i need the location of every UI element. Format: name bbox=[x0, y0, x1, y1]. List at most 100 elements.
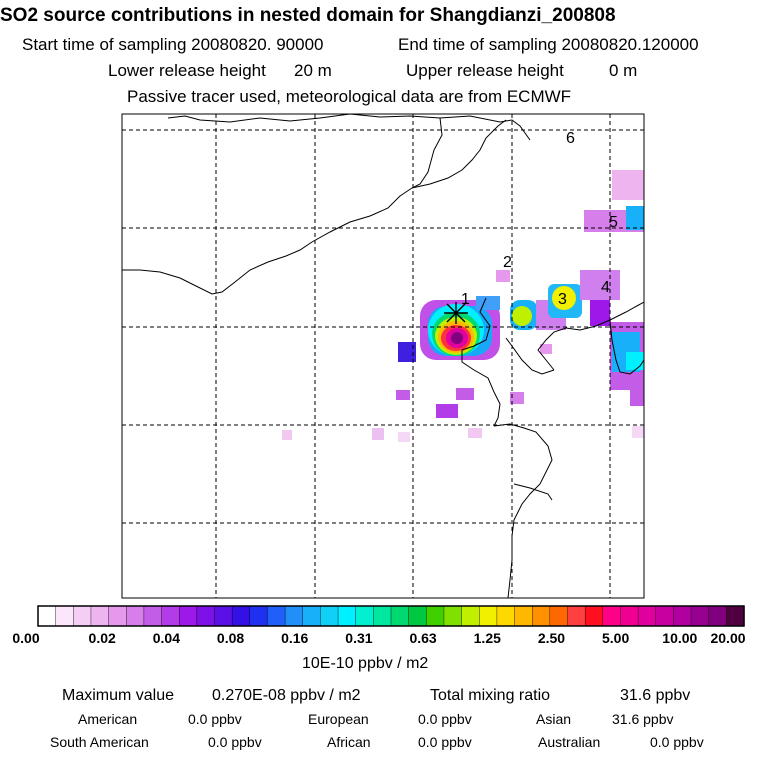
plume-cell bbox=[590, 300, 610, 326]
colorbar-cell bbox=[655, 605, 674, 627]
colorbar-cell bbox=[214, 605, 233, 627]
colorbar-tick-label: 0.31 bbox=[345, 630, 373, 646]
colorbar-cell bbox=[637, 605, 657, 627]
colorbar-frame bbox=[37, 605, 745, 627]
colorbar-cell bbox=[284, 605, 304, 627]
colorbar-cell bbox=[532, 605, 551, 627]
colorbar-cell bbox=[726, 605, 745, 627]
colorbar-tick-label: 20.00 bbox=[710, 630, 746, 646]
colorbar-cell bbox=[37, 605, 57, 627]
plume-cell bbox=[552, 286, 576, 310]
plume-cell bbox=[436, 404, 458, 418]
colorbar-tick-label: 0.08 bbox=[216, 630, 245, 646]
colorbar-cell bbox=[143, 605, 163, 627]
region-name: South American bbox=[50, 734, 149, 750]
colorbar-cell bbox=[426, 605, 445, 627]
upper-release-value: 0 m bbox=[609, 61, 638, 80]
colorbar-tick-label: 2.50 bbox=[537, 630, 566, 646]
upper-release-label: Upper release height bbox=[406, 61, 564, 80]
colorbar-cell bbox=[373, 605, 392, 627]
colorbar-cell bbox=[302, 605, 321, 627]
marker-label-2: 2 bbox=[503, 254, 512, 271]
marker-label-5: 5 bbox=[609, 214, 618, 231]
colorbar-cell bbox=[90, 605, 110, 627]
colorbar-cell bbox=[461, 605, 480, 627]
colorbar-cell bbox=[584, 605, 604, 627]
colorbar-cell bbox=[549, 605, 569, 627]
colorbar-tick-label: 10.00 bbox=[662, 630, 698, 646]
colorbar-cell bbox=[178, 605, 198, 627]
plume-cell bbox=[456, 388, 474, 400]
colorbar-tick-label: 0.16 bbox=[281, 630, 309, 646]
colorbar-cell bbox=[567, 605, 586, 627]
colorbar-cell bbox=[108, 605, 127, 627]
colorbar-cell bbox=[673, 605, 692, 627]
colorbar-cell bbox=[496, 605, 516, 627]
max-value-label: Maximum value bbox=[62, 687, 175, 704]
total-mixing-label: Total mixing ratio bbox=[430, 687, 551, 704]
plume-cell bbox=[282, 430, 292, 440]
max-value: 0.270E-08 ppbv / m2 bbox=[212, 687, 361, 704]
plume-cell bbox=[626, 206, 644, 230]
plume-cell bbox=[372, 428, 384, 440]
colorbar-cell bbox=[55, 605, 74, 627]
total-mixing-value: 31.6 ppbv bbox=[620, 687, 691, 704]
region-value: 0.0 ppbv bbox=[650, 734, 704, 750]
plume-cell bbox=[630, 386, 644, 406]
region-name: European bbox=[308, 711, 369, 727]
colorbar-tick-label: 0.04 bbox=[152, 630, 180, 646]
colorbar-cell bbox=[514, 605, 533, 627]
colorbar-unit-label: 10E-10 ppbv / m2 bbox=[302, 655, 429, 672]
colorbar-cell bbox=[267, 605, 286, 627]
plume-cell bbox=[451, 332, 463, 344]
region-value: 0.0 ppbv bbox=[208, 734, 262, 750]
lower-release-value: 20 m bbox=[294, 61, 332, 80]
region-name: Asian bbox=[536, 711, 572, 727]
plume-cell bbox=[580, 270, 620, 300]
plume-cell bbox=[398, 432, 410, 442]
marker-label-4: 4 bbox=[601, 279, 610, 296]
data-source-note: Passive tracer used, meteorological data… bbox=[127, 87, 572, 106]
coastlines bbox=[122, 114, 644, 598]
colorbar-cell bbox=[620, 605, 639, 627]
colorbar-tick-label: 0.00 bbox=[12, 630, 40, 646]
marker-label-6: 6 bbox=[566, 130, 575, 147]
plume-cell bbox=[612, 170, 644, 200]
plume-cell bbox=[476, 296, 500, 310]
colorbar-tick-label: 0.63 bbox=[409, 630, 437, 646]
region-name: American bbox=[78, 711, 138, 727]
chart-title: SO2 source contributions in nested domai… bbox=[0, 5, 616, 26]
region-name: African bbox=[327, 734, 371, 750]
plume-cell bbox=[398, 342, 416, 362]
map-gridlines bbox=[122, 114, 644, 598]
receptor-marker bbox=[444, 302, 468, 324]
plume-cell bbox=[396, 390, 410, 400]
lower-release-label: Lower release height bbox=[108, 61, 266, 80]
concentration-field bbox=[282, 170, 644, 442]
plume-cell bbox=[626, 352, 644, 370]
colorbar-cell bbox=[126, 605, 145, 627]
colorbar-cell bbox=[355, 605, 374, 627]
colorbar-tick-label: 5.00 bbox=[602, 630, 630, 646]
marker-label-3: 3 bbox=[558, 291, 567, 308]
colorbar-cell bbox=[690, 605, 710, 627]
colorbar bbox=[37, 605, 745, 627]
colorbar-cell bbox=[479, 605, 498, 627]
colorbar-cell bbox=[443, 605, 463, 627]
colorbar-cell bbox=[337, 605, 357, 627]
colorbar-cell bbox=[602, 605, 622, 627]
plume-cell bbox=[496, 270, 510, 282]
colorbar-cell bbox=[196, 605, 216, 627]
colorbar-cell bbox=[73, 605, 92, 627]
region-name: Australian bbox=[538, 734, 601, 750]
plume-cell bbox=[632, 426, 644, 438]
colorbar-tick-label: 1.25 bbox=[473, 630, 501, 646]
marker-label-1: 1 bbox=[461, 291, 470, 308]
region-value: 31.6 ppbv bbox=[612, 711, 674, 727]
plume-cell bbox=[510, 392, 524, 404]
colorbar-cell bbox=[390, 605, 410, 627]
colorbar-cell bbox=[408, 605, 427, 627]
colorbar-cell bbox=[249, 605, 269, 627]
plume-cell bbox=[468, 428, 482, 438]
